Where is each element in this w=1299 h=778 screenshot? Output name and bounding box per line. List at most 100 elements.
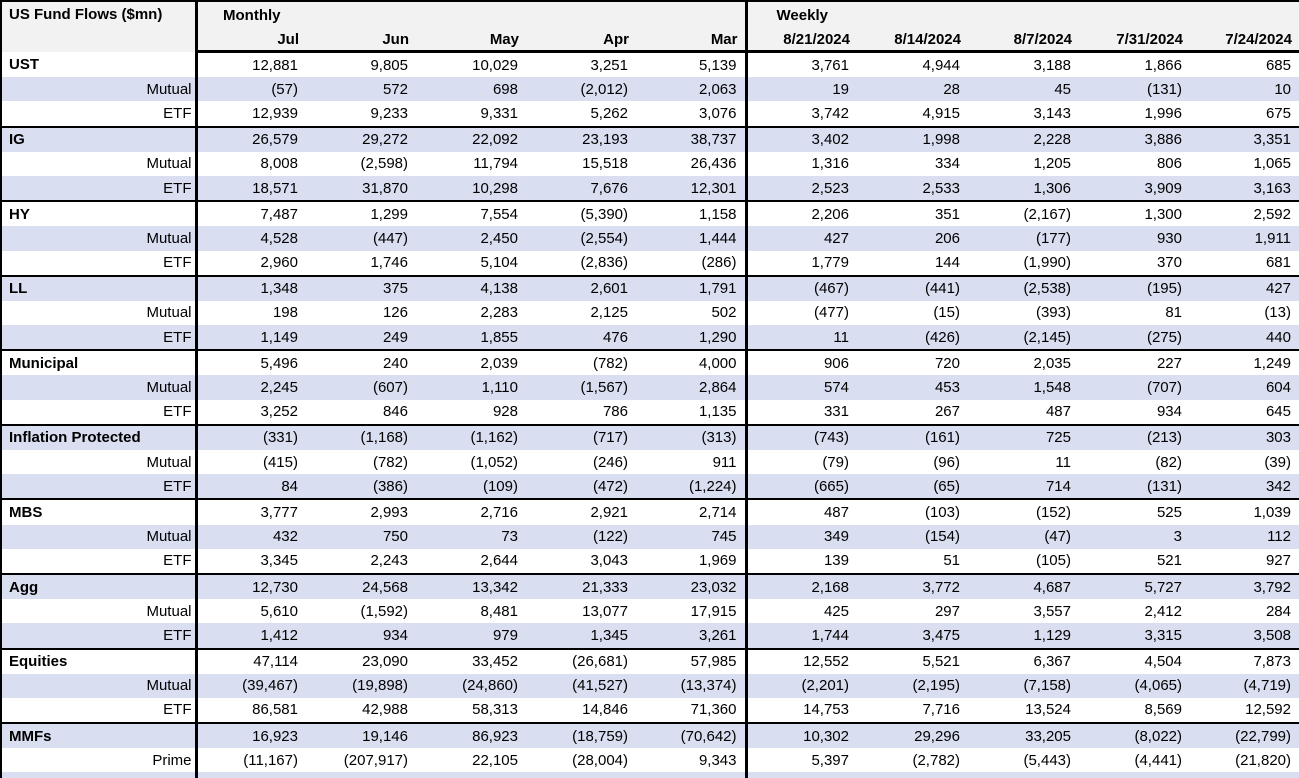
cell: 3,252 xyxy=(194,399,306,425)
cell: 45 xyxy=(968,77,1079,102)
row-label-sub: Mutual xyxy=(146,304,192,322)
cell: (15) xyxy=(933,304,960,322)
cell: 432 xyxy=(194,524,306,549)
cell: 1,348 xyxy=(194,274,306,301)
cell: 11,794 xyxy=(473,155,518,173)
cell: 10,029 xyxy=(472,56,518,74)
table-row: UST 12,881 9,805 10,029 3,251 5,139 3,761 4,944… xyxy=(1,51,1299,78)
row-label-group: Agg xyxy=(1,572,196,600)
cell: (426) xyxy=(857,325,968,351)
cell: 4,944 xyxy=(922,56,960,74)
cell: (2,836) xyxy=(580,254,628,272)
cell: 2,592 xyxy=(1190,200,1299,227)
cell: 1,855 xyxy=(416,325,526,351)
cell: 604 xyxy=(1190,375,1299,400)
cell: 12,301 xyxy=(636,175,746,202)
cell: (979) xyxy=(1190,772,1299,778)
header-spacer xyxy=(1190,1,1299,28)
cell: 2,125 xyxy=(590,304,628,322)
cell: 10,302 xyxy=(744,722,857,749)
cell: 487 xyxy=(1045,403,1071,421)
row-label-sub: ETF xyxy=(163,104,192,122)
cell: (1,567) xyxy=(526,375,636,400)
table-row: ETF 18,571 31,870 10,298 7,676 12,301 2,523 2,5… xyxy=(1,175,1299,202)
row-label-group: LL xyxy=(1,274,196,301)
cell: 12,730 xyxy=(194,572,306,600)
cell: 5,610 xyxy=(194,599,306,624)
column-header-month: Jun xyxy=(306,28,416,53)
cell: 9,331 xyxy=(480,104,518,122)
cell: (2,145) xyxy=(968,325,1079,351)
cell: 6,367 xyxy=(968,647,1079,674)
cell: 227 xyxy=(1079,349,1190,376)
header-spacer xyxy=(968,1,1079,28)
row-label-sub: Prime xyxy=(152,751,192,769)
cell: 2,714 xyxy=(636,498,746,525)
cell: (2,554) xyxy=(526,226,636,251)
row-label-group: Municipal xyxy=(1,349,196,376)
cell: (13) xyxy=(1264,304,1291,322)
cell: (447) xyxy=(306,226,416,251)
cell: 1,110 xyxy=(416,375,526,400)
cell: 3,402 xyxy=(744,125,857,152)
table-row: ETF 86,581 42,988 58,313 14,846 71,360 14,753 7… xyxy=(1,697,1299,724)
cell: (28,004) xyxy=(572,751,628,769)
cell: 13,077 xyxy=(582,602,628,620)
cell: 1,249 xyxy=(1190,349,1299,376)
cell: (2,167) xyxy=(968,200,1079,227)
cell: 2,039 xyxy=(416,349,526,376)
cell: 1,746 xyxy=(370,254,408,272)
cell: (2,782) xyxy=(912,751,960,769)
cell: 249 xyxy=(306,325,416,351)
cell: 1,158 xyxy=(636,200,746,227)
cell: (1,162) xyxy=(416,423,526,450)
cell: 206 xyxy=(857,226,968,251)
table-row: ETF 2,960 1,746 5,104 (2,836) (286) 1,779 144 (1… xyxy=(1,250,1299,276)
row-label-sub: Mutual xyxy=(1,673,196,698)
cell: (717) xyxy=(526,423,636,450)
cell: 21,333 xyxy=(526,572,636,600)
cell: (79) xyxy=(744,450,857,475)
header-spacer xyxy=(526,1,636,28)
cell: 349 xyxy=(744,524,857,549)
cell: 1,866 xyxy=(1144,56,1182,74)
cell: 487 xyxy=(744,498,857,525)
column-header-week: 7/24/2024 xyxy=(1190,28,1299,53)
cell: 42,988 xyxy=(362,701,408,719)
cell: 51 xyxy=(943,552,960,570)
cell: 284 xyxy=(1265,602,1291,620)
cell: 14,846 xyxy=(582,701,628,719)
cell: 198 xyxy=(194,300,306,326)
cell: 645 xyxy=(1265,403,1291,421)
cell: 18,571 xyxy=(194,175,306,202)
cell: 928 xyxy=(492,403,518,421)
cell: 9,805 xyxy=(370,56,408,74)
column-header-month: Jul xyxy=(194,28,306,53)
table-row: Mutual (415) (782) (1,052) (246) 911 (79) (96) 1… xyxy=(1,450,1299,475)
cell: (607) xyxy=(306,375,416,400)
cell: (96) xyxy=(933,453,960,471)
header-spacer xyxy=(1079,1,1190,28)
cell: 3,792 xyxy=(1190,572,1299,600)
cell: 24,568 xyxy=(306,572,416,600)
cell: 84 xyxy=(194,474,306,500)
table-row: ETF 12,939 9,233 9,331 5,262 3,076 3,742 4,915 3… xyxy=(1,101,1299,127)
cell: 2,035 xyxy=(968,349,1079,376)
table-row: LL 1,348 375 4,138 2,601 1,791 (467) (441) (2,53… xyxy=(1,274,1299,301)
cell: 3,315 xyxy=(1079,623,1190,649)
cell: 8,481 xyxy=(480,602,518,620)
cell: 240 xyxy=(306,349,416,376)
cell: 3,909 xyxy=(1079,175,1190,202)
cell: 681 xyxy=(1265,254,1291,272)
table-header-row-groups: US Fund Flows ($mn) Monthly Weekly xyxy=(1,1,1299,52)
cell: 1,412 xyxy=(194,623,306,649)
cell: 786 xyxy=(602,403,628,421)
cell: 47,114 xyxy=(194,647,306,674)
cell: 3,188 xyxy=(1033,56,1071,74)
cell: (4,441) xyxy=(1134,751,1182,769)
cell: (8,022) xyxy=(1079,722,1190,749)
cell: 86,581 xyxy=(194,697,306,724)
row-label-group: MBS xyxy=(1,498,196,525)
cell: 3,557 xyxy=(1033,602,1071,620)
